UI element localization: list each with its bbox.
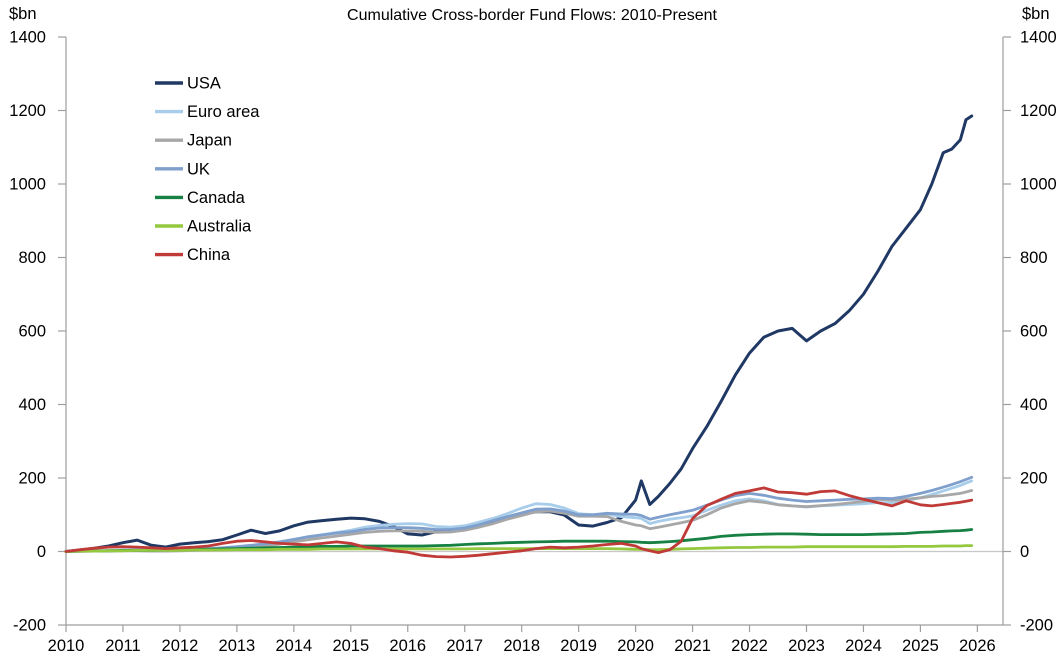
x-tick-label: 2012 (162, 637, 199, 655)
x-tick-label: 2011 (105, 637, 140, 655)
legend-label-euro-area: Euro area (187, 103, 260, 121)
y-tick-label-right: 200 (1020, 470, 1048, 488)
y-tick-label-right: 0 (1020, 543, 1029, 561)
x-tick-label: 2022 (731, 637, 768, 655)
y-tick-label-left: 600 (18, 323, 46, 341)
legend-label-uk: UK (187, 160, 210, 178)
x-tick-label: 2017 (446, 637, 483, 655)
y-tick-label-left: 800 (18, 249, 46, 267)
y-tick-label-right: 1000 (1020, 176, 1057, 194)
y-tick-label-left: 1000 (9, 176, 46, 194)
series-line-uk (64, 475, 974, 553)
legend-label-china: China (187, 246, 231, 264)
y-axis-unit-left: $bn (9, 5, 37, 23)
series-lines (64, 114, 974, 559)
series-line-china (64, 486, 974, 559)
x-tick-label: 2018 (503, 637, 540, 655)
chart-title: Cumulative Cross-border Fund Flows: 2010… (347, 7, 717, 24)
y-tick-label-left: -200 (13, 617, 46, 635)
x-tick-label: 2024 (845, 637, 882, 655)
x-tick-label: 2013 (219, 637, 256, 655)
x-tick-label: 2026 (959, 637, 996, 655)
x-tick-label: 2014 (275, 637, 312, 655)
y-tick-label-left: 200 (18, 470, 46, 488)
y-tick-label-right: 1400 (1020, 29, 1057, 47)
y-tick-label-left: 1400 (9, 29, 46, 47)
series-line-usa (64, 114, 974, 553)
y-axis-unit-right: $bn (1022, 5, 1050, 23)
y-tick-label-right: 800 (1020, 249, 1048, 267)
y-tick-label-right: 600 (1020, 323, 1048, 341)
y-tick-label-left: 400 (18, 396, 46, 414)
y-tick-label-left: 0 (37, 543, 46, 561)
x-tick-label: 2015 (332, 637, 369, 655)
x-tick-label: 2019 (560, 637, 597, 655)
legend: USA Euro area Japan UK Canada Australia China (155, 75, 260, 264)
x-tick-label: 2021 (674, 637, 711, 655)
y-tick-label-right: -200 (1020, 617, 1053, 635)
y-tick-label-right: 1200 (1020, 102, 1057, 120)
axes: -200 -200 0 0 200 200 400 400 600 600 800 800 1000 10… (9, 29, 1056, 656)
legend-label-canada: Canada (187, 189, 246, 207)
x-tick-label: 2023 (788, 637, 825, 655)
x-tick-label: 2020 (617, 637, 654, 655)
legend-label-usa: USA (187, 75, 221, 93)
legend-label-japan: Japan (187, 132, 232, 150)
legend-label-australia: Australia (187, 218, 252, 236)
x-tick-label: 2025 (902, 637, 939, 655)
x-tick-label: 2016 (389, 637, 426, 655)
y-tick-label-right: 400 (1020, 396, 1048, 414)
y-tick-label-left: 1200 (9, 102, 46, 120)
x-tick-label: 2010 (48, 637, 85, 655)
series-line-australia (64, 544, 974, 553)
